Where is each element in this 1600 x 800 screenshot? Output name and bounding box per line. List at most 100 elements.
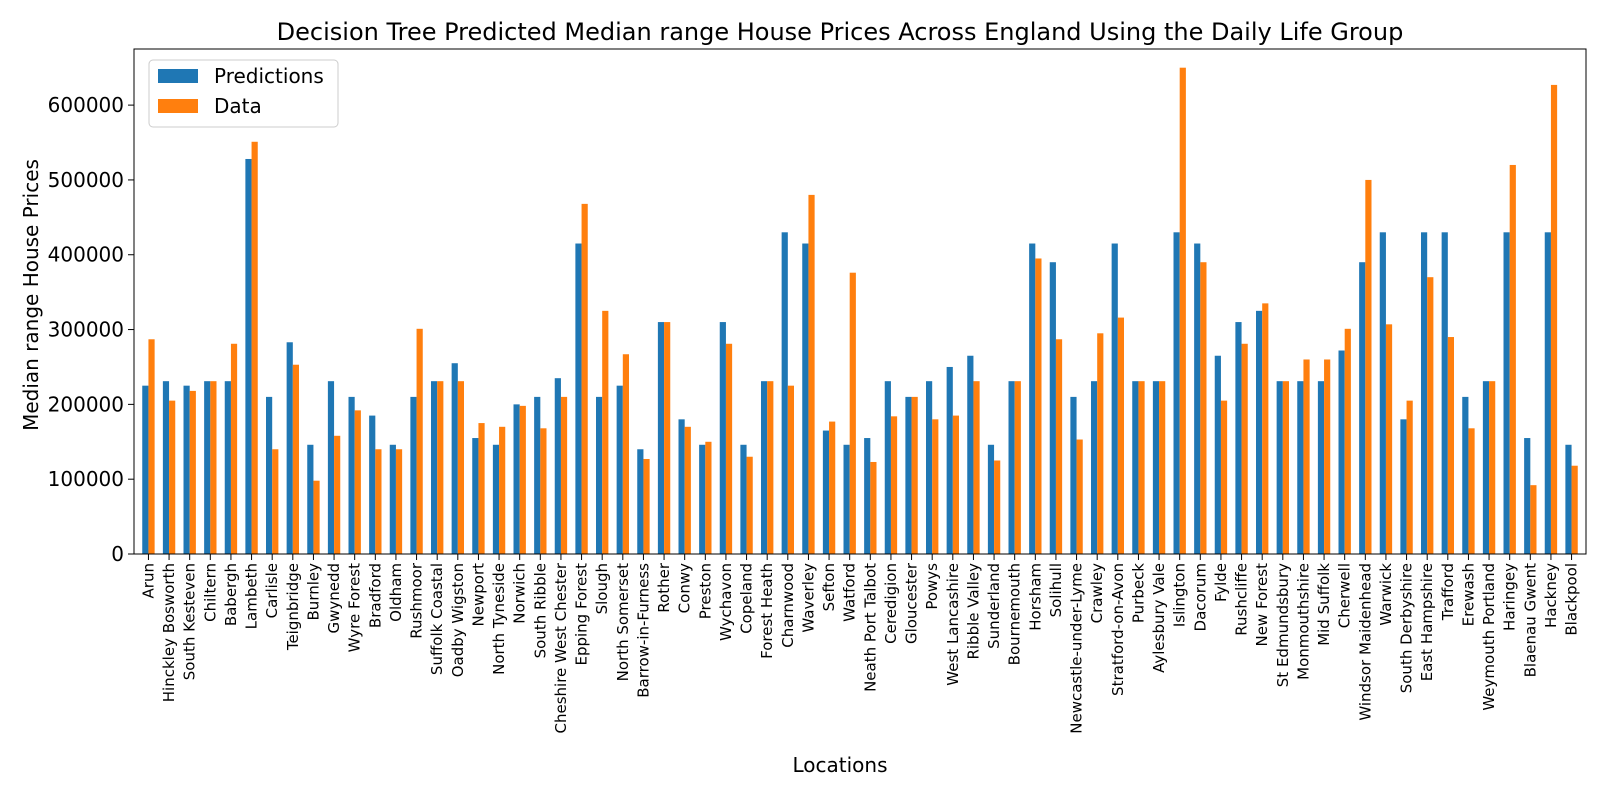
- x-tick-label-7: Teignbridge: [284, 563, 302, 651]
- x-tick-label-17: North Tyneside: [490, 563, 508, 675]
- bar-data-35: [870, 461, 877, 554]
- bar-data-65: [1489, 381, 1496, 554]
- bar-data-32: [808, 194, 815, 554]
- bar-predictions-48: [1132, 381, 1139, 554]
- bar-data-56: [1303, 359, 1310, 554]
- y-tick-label-0: 0: [111, 542, 124, 566]
- y-axis: 0 100000 200000 300000 400000 500000 600000: [48, 93, 134, 566]
- bar-data-9: [334, 435, 341, 554]
- bar-data-66: [1509, 164, 1516, 554]
- bar-data-47: [1117, 317, 1124, 554]
- x-tick-label-11: Bradford: [366, 563, 384, 628]
- bar-predictions-64: [1462, 396, 1469, 554]
- x-tick-label-19: South Ribble: [531, 563, 549, 658]
- bar-predictions-40: [967, 355, 974, 554]
- bar-data-38: [932, 419, 939, 554]
- bar-data-26: [684, 426, 691, 554]
- x-tick-label-27: Preston: [696, 563, 714, 619]
- bar-data-68: [1550, 84, 1558, 554]
- bar-data-34: [849, 272, 856, 554]
- bar-data-8: [313, 480, 320, 554]
- bar-data-40: [973, 381, 980, 554]
- bar-predictions-28: [719, 322, 726, 554]
- x-tick-label-2: South Kesteven: [181, 563, 199, 680]
- x-tick-label-0: Arun: [139, 563, 157, 598]
- x-tick-label-6: Carlisle: [263, 563, 281, 618]
- y-tick-label-1: 100000: [48, 467, 124, 491]
- x-tick-label-36: Ceredigion: [882, 563, 900, 644]
- x-tick-label-13: Rushmoor: [408, 562, 426, 639]
- bar-data-62: [1427, 277, 1434, 554]
- bar-data-16: [478, 423, 485, 554]
- x-tick-label-61: South Derbyshire: [1398, 563, 1416, 693]
- x-tick-label-24: Barrow-in-Furness: [634, 563, 652, 698]
- x-tick-label-62: East Hampshire: [1418, 563, 1436, 681]
- bar-predictions-44: [1049, 262, 1056, 554]
- bar-predictions-21: [575, 243, 582, 554]
- chart-title: Decision Tree Predicted Median range Hou…: [277, 18, 1404, 46]
- x-tick-label-63: Trafford: [1439, 563, 1457, 621]
- bar-predictions-13: [410, 396, 417, 554]
- x-tick-label-23: North Somerset: [614, 563, 632, 681]
- bar-data-43: [1035, 258, 1042, 554]
- bar-predictions-68: [1544, 232, 1551, 555]
- x-axis-label: Locations: [792, 753, 887, 777]
- bar-data-13: [416, 328, 423, 554]
- bar-predictions-32: [802, 243, 809, 554]
- x-tick-label-18: Norwich: [511, 563, 529, 624]
- bar-data-39: [952, 415, 959, 554]
- x-tick-label-20: Cheshire West Chester: [552, 562, 570, 733]
- bar-data-14: [437, 381, 444, 554]
- bar-predictions-41: [987, 444, 995, 554]
- bar-data-52: [1220, 400, 1228, 554]
- bar-data-61: [1406, 400, 1413, 554]
- bar-predictions-12: [389, 444, 396, 554]
- plot-frame: [133, 48, 1587, 555]
- x-tick-label-57: Mid Suffolk: [1315, 563, 1333, 646]
- bar-data-51: [1200, 262, 1207, 554]
- bar-predictions-4: [224, 381, 231, 554]
- bar-predictions-37: [905, 396, 912, 554]
- bar-predictions-22: [596, 396, 603, 554]
- bar-predictions-60: [1379, 232, 1386, 555]
- bar-data-36: [890, 416, 898, 554]
- bar-data-2: [189, 390, 196, 554]
- bar-predictions-0: [142, 385, 149, 554]
- bar-data-0: [148, 339, 155, 554]
- bar-data-29: [746, 456, 753, 554]
- bar-predictions-47: [1111, 243, 1118, 554]
- bar-data-57: [1324, 359, 1331, 554]
- bar-predictions-46: [1091, 381, 1098, 554]
- bar-predictions-53: [1235, 322, 1242, 554]
- bar-data-4: [230, 343, 238, 554]
- plot-area: [133, 48, 1587, 555]
- bar-predictions-50: [1173, 232, 1180, 555]
- bar-predictions-25: [657, 322, 665, 554]
- x-tick-label-68: Hackney: [1542, 563, 1560, 628]
- bar-predictions-63: [1441, 232, 1448, 555]
- legend: Predictions Data: [148, 59, 339, 128]
- x-tick-label-39: West Lancashire: [944, 563, 962, 686]
- x-tick-label-45: Newcastle-under-Lyme: [1068, 563, 1086, 734]
- x-tick-label-69: Blackpool: [1563, 563, 1581, 636]
- bar-data-64: [1468, 428, 1475, 554]
- bar-predictions-58: [1338, 350, 1345, 554]
- x-tick-label-58: Cherwell: [1336, 563, 1354, 628]
- bar-predictions-19: [534, 396, 541, 554]
- x-tick-label-15: Oadby Wigston: [449, 563, 467, 677]
- bar-data-67: [1530, 485, 1537, 554]
- bar-predictions-66: [1503, 232, 1510, 555]
- bar-data-11: [375, 449, 382, 554]
- bar-data-19: [540, 428, 547, 554]
- x-tick-label-54: New Forest: [1253, 563, 1271, 647]
- bar-predictions-35: [864, 438, 871, 554]
- bar-data-18: [519, 405, 526, 554]
- bar-data-33: [829, 421, 836, 554]
- bar-data-10: [354, 410, 361, 554]
- x-tick-label-22: Slough: [593, 563, 611, 614]
- x-tick-label-37: Gloucester: [903, 562, 921, 644]
- bar-predictions-59: [1359, 262, 1366, 554]
- x-tick-label-38: Powys: [923, 563, 941, 610]
- bar-predictions-3: [204, 381, 211, 554]
